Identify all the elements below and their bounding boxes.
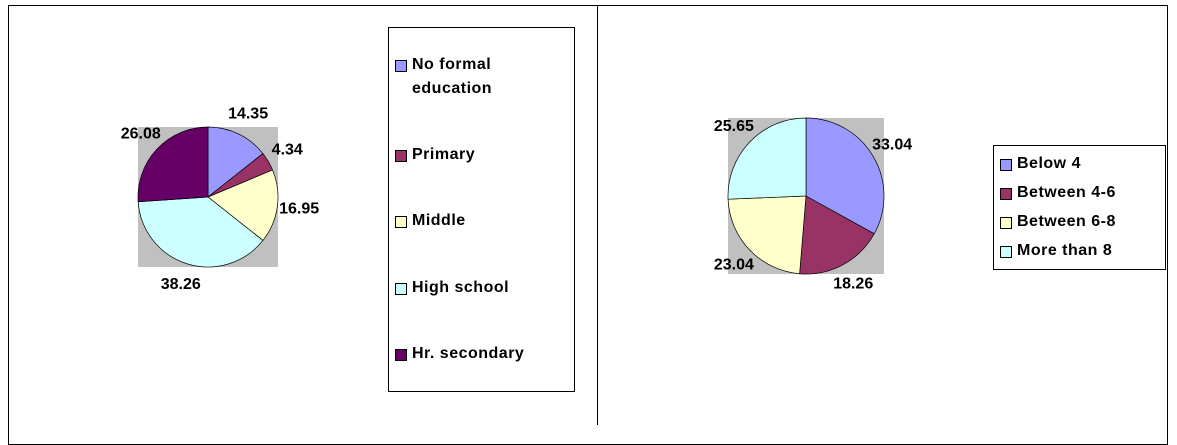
legend-swatch <box>395 60 407 73</box>
pie-slice <box>137 126 209 203</box>
legend-swatch <box>395 150 407 163</box>
legend: No formal education Primary Middle High sch… <box>388 27 575 392</box>
legend-swatch <box>395 216 407 229</box>
data-label: 16.95 <box>279 201 319 218</box>
legend-swatch <box>1000 188 1012 201</box>
legend-label: High school <box>412 278 510 296</box>
legend-label: Middle <box>412 212 466 230</box>
legend-entry: High school <box>395 276 568 300</box>
data-label: 38.26 <box>161 276 201 293</box>
charts: 14.35 4.34 16.95 38.26 26.08 33.04 18.26 23.04 2… <box>121 105 913 293</box>
legend-label: Hr. secondary <box>412 344 525 362</box>
legend-entry: More than 8 <box>1000 239 1159 263</box>
legend-label: Between 6-8 <box>1017 212 1116 230</box>
cell-divider <box>597 5 598 425</box>
legend-entry: Hr. secondary <box>395 342 568 366</box>
legend-label: Between 4-6 <box>1017 184 1116 202</box>
legend-swatch <box>395 348 407 361</box>
legend-swatch <box>1000 159 1012 172</box>
legend-entry: Below 4 <box>1000 152 1159 176</box>
legend-swatch <box>1000 216 1012 229</box>
legend-entry: No formal education <box>395 53 568 101</box>
pie-slice <box>207 126 264 198</box>
page: 14.35 4.34 16.95 38.26 26.08 33.04 18.26 23.04 2… <box>8 5 1168 445</box>
legend-entry: Between 4-6 <box>1000 181 1159 205</box>
legend-entry: Between 6-8 <box>1000 210 1159 234</box>
legend-label: No formal education <box>412 56 493 98</box>
pie-slice <box>727 195 807 275</box>
legend-label: Below 4 <box>1017 155 1081 173</box>
pie-slice <box>207 169 279 241</box>
pie-slice <box>137 196 264 268</box>
data-label: 33.04 <box>872 136 912 153</box>
legend-swatch <box>1000 245 1012 258</box>
legend: Below 4 Between 4-6 Between 6-8 More than 8 <box>993 145 1166 270</box>
legend-label: More than 8 <box>1017 241 1113 259</box>
legend-label: Primary <box>412 146 476 164</box>
legend-swatch <box>395 282 407 295</box>
data-label: 14.35 <box>228 105 268 122</box>
data-label: 4.34 <box>272 142 303 159</box>
data-label: 23.04 <box>714 256 754 273</box>
data-label: 26.08 <box>121 125 161 142</box>
pie-slice <box>727 117 807 200</box>
data-label: 25.65 <box>714 118 754 135</box>
legend-entry: Primary <box>395 143 568 167</box>
data-label: 18.26 <box>833 275 873 292</box>
pie-slice <box>805 117 885 235</box>
legend-entry: Middle <box>395 209 568 233</box>
pie-slice <box>799 195 875 275</box>
